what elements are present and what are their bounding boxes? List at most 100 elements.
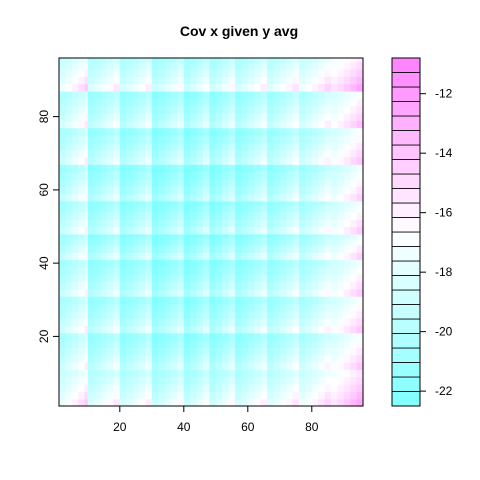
heatmap-cell <box>94 134 102 143</box>
heatmap-cell <box>260 384 268 392</box>
colorbar-bin <box>391 260 421 276</box>
heatmap-cell <box>324 237 332 246</box>
heatmap-cell <box>222 318 230 327</box>
colorbar-bin <box>391 217 421 233</box>
colorbar-frame <box>391 57 421 407</box>
heatmap-cell <box>87 237 95 246</box>
heatmap-cell <box>311 204 319 213</box>
heatmap-cell <box>228 376 236 385</box>
heatmap-cell <box>84 391 89 400</box>
heatmap-cell <box>222 296 230 305</box>
heatmap-cell <box>356 266 364 275</box>
heatmap-cell <box>158 68 166 77</box>
heatmap-cell <box>273 90 281 99</box>
heatmap-cell <box>241 219 249 228</box>
colorbar-bin <box>391 275 421 291</box>
heatmap-cell <box>337 281 345 290</box>
heatmap-cell <box>183 127 191 136</box>
heatmap-cell <box>267 376 274 385</box>
heatmap-cell <box>145 120 153 129</box>
heatmap-cell <box>139 105 146 114</box>
heatmap-cell <box>209 68 217 77</box>
heatmap-cell <box>235 112 242 121</box>
heatmap-cell <box>190 391 198 400</box>
heatmap-cell <box>331 204 338 213</box>
heatmap-cell <box>171 259 178 268</box>
heatmap-cell <box>324 362 332 370</box>
heatmap-cell <box>119 186 127 195</box>
heatmap-cell <box>331 237 338 246</box>
heatmap-cell <box>126 127 134 136</box>
heatmap-cell <box>254 303 262 312</box>
heatmap-cell <box>203 120 210 129</box>
heatmap-cell <box>260 274 268 283</box>
heatmap-cell <box>305 61 313 70</box>
heatmap-cell <box>267 90 274 99</box>
heatmap-cell <box>273 211 281 220</box>
heatmap-cell <box>241 362 249 370</box>
heatmap-cell <box>324 266 332 275</box>
heatmap-cell <box>107 127 114 136</box>
heatmap-cell <box>331 369 338 378</box>
heatmap-cell <box>139 391 146 400</box>
heatmap-cell <box>132 105 140 114</box>
heatmap-cell <box>350 369 358 378</box>
heatmap-cell <box>203 200 210 206</box>
heatmap-cell <box>94 266 102 275</box>
heatmap-cell <box>267 369 274 378</box>
heatmap-cell <box>113 325 121 334</box>
heatmap-cell <box>65 340 73 348</box>
heatmap-cell <box>343 186 351 195</box>
heatmap-cell <box>151 281 159 290</box>
heatmap-cell <box>196 354 204 363</box>
heatmap-cell <box>132 266 140 275</box>
heatmap-cell <box>318 127 326 136</box>
heatmap-cell <box>222 219 230 228</box>
heatmap-cell <box>318 233 326 239</box>
heatmap-cell <box>279 325 287 334</box>
heatmap-cell <box>203 105 210 114</box>
heatmap-cell <box>190 398 198 407</box>
heatmap-cell <box>337 237 345 246</box>
heatmap-cell <box>311 398 319 407</box>
heatmap-cell <box>107 347 114 356</box>
heatmap-cell <box>171 376 178 385</box>
heatmap-cell <box>183 204 191 213</box>
heatmap-cell <box>267 134 274 143</box>
heatmap-cell <box>273 274 281 283</box>
heatmap-cell <box>279 310 287 319</box>
heatmap-cell <box>132 58 140 63</box>
heatmap-cell <box>119 376 127 385</box>
heatmap-cell <box>151 233 159 239</box>
heatmap-cell <box>299 384 306 392</box>
heatmap-cell <box>299 171 306 180</box>
heatmap-cell <box>228 369 236 378</box>
heatmap-cell <box>84 274 89 283</box>
heatmap-cell <box>177 226 185 235</box>
heatmap-cell <box>196 252 204 261</box>
heatmap-cell <box>215 178 223 187</box>
heatmap-cell <box>177 274 185 283</box>
heatmap-cell <box>151 384 159 392</box>
heatmap-cell <box>299 68 306 77</box>
heatmap-cell <box>241 281 249 290</box>
heatmap-cell <box>235 252 242 261</box>
heatmap-cell <box>145 193 153 202</box>
heatmap-cell <box>71 193 79 202</box>
heatmap-cell <box>292 105 300 114</box>
heatmap-cell <box>279 347 287 356</box>
heatmap-cell <box>87 171 95 180</box>
heatmap-cell <box>222 98 230 107</box>
heatmap-cell <box>241 156 249 165</box>
heatmap-cell <box>158 58 166 63</box>
heatmap-cell <box>145 134 153 143</box>
heatmap-cell <box>113 61 121 70</box>
heatmap-cell <box>209 226 217 235</box>
heatmap-cell <box>183 134 191 143</box>
heatmap-cell <box>318 384 326 392</box>
heatmap-cell <box>311 288 319 297</box>
heatmap-cell <box>228 76 236 85</box>
heatmap-cell <box>305 244 313 253</box>
heatmap-cell <box>241 340 249 348</box>
heatmap-cell <box>196 149 204 158</box>
